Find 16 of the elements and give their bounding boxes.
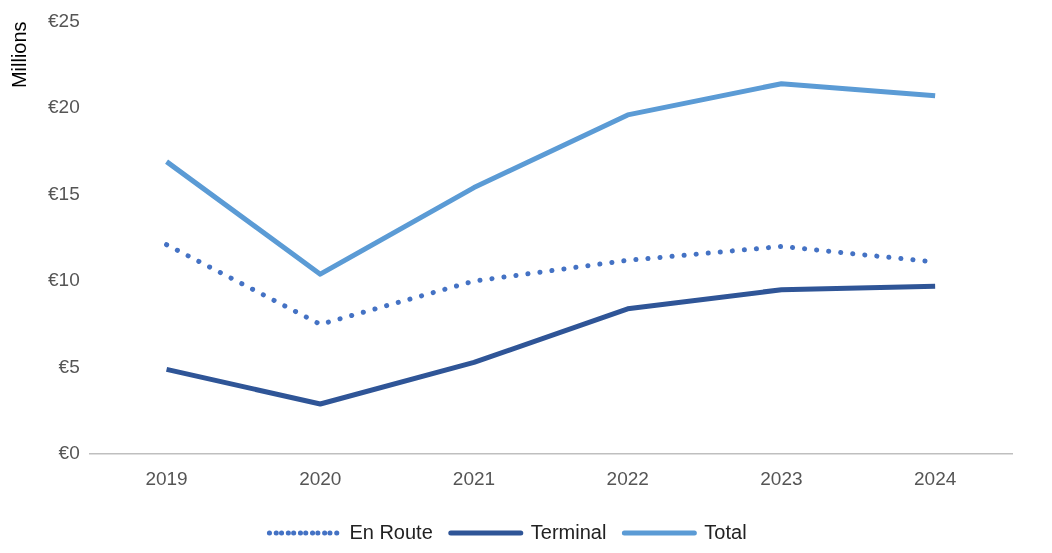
legend-label: Total	[704, 520, 747, 543]
y-tick-label: €10	[48, 269, 80, 291]
x-tick-label: 2020	[299, 467, 342, 489]
x-tick-label: 2021	[452, 467, 496, 489]
y-tick-label: €20	[48, 96, 80, 118]
x-tick-label: 2024	[914, 467, 957, 489]
y-tick-label: €25	[48, 9, 80, 31]
x-tick-label: 2019	[145, 467, 188, 489]
y-axis-title: Millions	[7, 21, 30, 89]
y-tick-label: €15	[48, 182, 80, 204]
y-tick-label: €0	[58, 442, 80, 464]
legend-label: Terminal	[530, 520, 607, 543]
x-tick-label: 2023	[760, 467, 803, 489]
x-tick-label: 2022	[606, 467, 649, 489]
legend-label: En Route	[349, 520, 433, 543]
y-tick-label: €5	[58, 355, 80, 377]
